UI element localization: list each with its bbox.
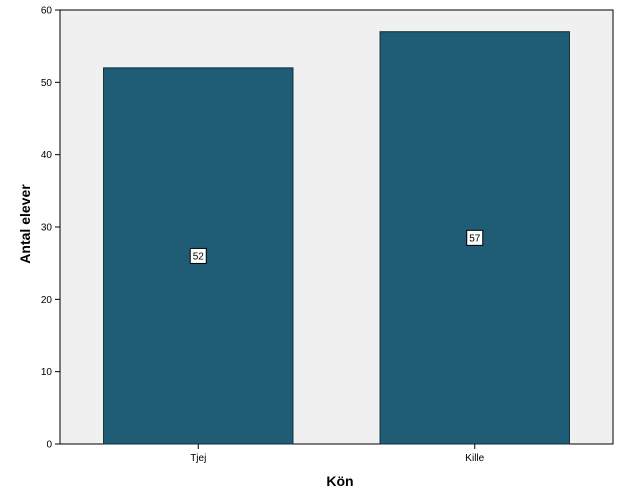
data-label: 57 (469, 233, 481, 244)
y-tick-label: 30 (41, 223, 53, 234)
data-label-box (466, 229, 484, 246)
y-axis: 0 10 20 30 40 50 60 (41, 6, 60, 451)
y-tick-label: 60 (41, 6, 53, 17)
x-axis: Tjej Kille (190, 444, 485, 464)
y-tick-label: 40 (41, 150, 53, 161)
data-labels-group: 52 57 (189, 229, 484, 264)
y-tick-label: 20 (41, 295, 53, 306)
x-tick-label: Kille (465, 453, 484, 464)
x-axis-title: Kön (326, 473, 353, 489)
x-tick-label: Tjej (190, 453, 206, 464)
data-label: 52 (193, 251, 205, 262)
data-label-box (189, 247, 207, 264)
y-axis-title: Antal elever (17, 184, 33, 264)
y-tick-label: 0 (46, 440, 52, 451)
y-tick-label: 10 (41, 367, 53, 378)
y-tick-label: 50 (41, 78, 53, 89)
